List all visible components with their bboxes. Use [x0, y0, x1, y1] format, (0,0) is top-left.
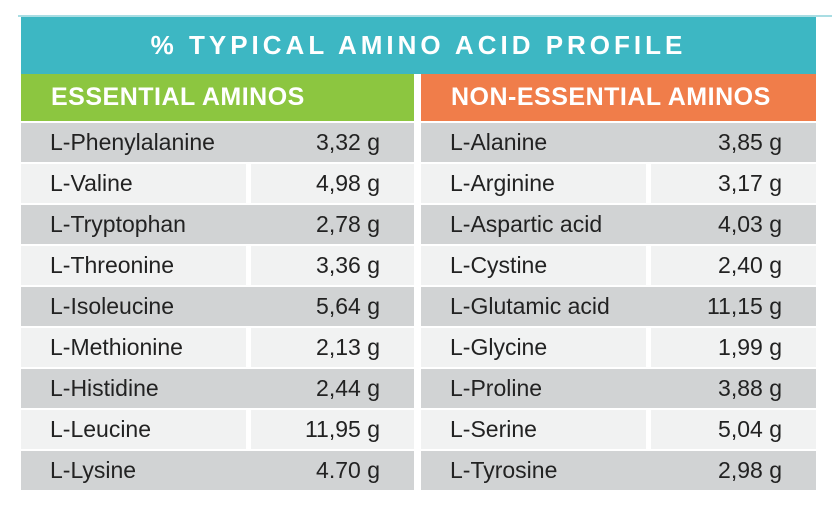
- amino-name: L-Leucine: [50, 416, 152, 442]
- essential-aminos-column: ESSENTIAL AMINOS L-Phenylalanine 3,32 g …: [21, 74, 414, 490]
- table-row: L-Phenylalanine 3,32 g: [21, 123, 414, 162]
- table-row: L-Methionine 2,13 g: [21, 328, 414, 367]
- amino-name: L-Glycine: [450, 334, 548, 360]
- table-row: L-Serine 5,04 g: [421, 410, 816, 449]
- amino-value: 4,03 g: [718, 211, 782, 237]
- amino-name: L-Cystine: [450, 252, 548, 278]
- amino-value: 5,64 g: [316, 293, 380, 319]
- amino-value: 3,88 g: [718, 375, 782, 401]
- table-row: L-Threonine 3,36 g: [21, 246, 414, 285]
- table-row: L-Isoleucine 5,64 g: [21, 287, 414, 326]
- amino-value: 3,17 g: [646, 164, 816, 203]
- amino-name: L-Arginine: [450, 170, 555, 196]
- amino-name: L-Histidine: [50, 375, 159, 401]
- amino-name: L-Threonine: [50, 252, 175, 278]
- amino-value: 3,85 g: [718, 129, 782, 155]
- table-row: L-Tyrosine 2,98 g: [421, 451, 816, 490]
- amino-name: L-Serine: [450, 416, 537, 442]
- table-row: L-Tryptophan 2,78 g: [21, 205, 414, 244]
- table-row: L-Alanine 3,85 g: [421, 123, 816, 162]
- table-row: L-Valine 4,98 g: [21, 164, 414, 203]
- table-title-bar: % TYPICAL AMINO ACID PROFILE: [21, 17, 816, 74]
- table-row: L-Cystine 2,40 g: [421, 246, 816, 285]
- amino-acid-profile-table: % TYPICAL AMINO ACID PROFILE ESSENTIAL A…: [21, 17, 816, 490]
- table-columns: ESSENTIAL AMINOS L-Phenylalanine 3,32 g …: [21, 74, 816, 490]
- essential-aminos-header: ESSENTIAL AMINOS: [21, 74, 414, 121]
- amino-value: 4.70 g: [316, 457, 380, 483]
- amino-name: L-Methionine: [50, 334, 183, 360]
- table-title: % TYPICAL AMINO ACID PROFILE: [150, 30, 687, 60]
- table-row: L-Glutamic acid 11,15 g: [421, 287, 816, 326]
- table-row: L-Lysine 4.70 g: [21, 451, 414, 490]
- amino-value: 2,98 g: [718, 457, 782, 483]
- amino-name: L-Lysine: [50, 457, 137, 483]
- amino-value: 2,13 g: [246, 328, 414, 367]
- amino-name: L-Aspartic acid: [450, 211, 603, 237]
- column-gutter: [414, 74, 421, 490]
- amino-name: L-Proline: [450, 375, 543, 401]
- amino-name: L-Tyrosine: [450, 457, 558, 483]
- amino-name: L-Isoleucine: [50, 293, 175, 319]
- table-row: L-Aspartic acid 4,03 g: [421, 205, 816, 244]
- amino-value: 3,32 g: [316, 129, 380, 155]
- amino-value: 11,95 g: [246, 410, 414, 449]
- table-row: L-Glycine 1,99 g: [421, 328, 816, 367]
- amino-name: L-Alanine: [450, 129, 548, 155]
- nonessential-aminos-column: NON-ESSENTIAL AMINOS L-Alanine 3,85 g L-…: [421, 74, 816, 490]
- amino-value: 2,40 g: [646, 246, 816, 285]
- page-top-hairline: [18, 15, 832, 17]
- amino-name: L-Valine: [50, 170, 133, 196]
- amino-value: 1,99 g: [646, 328, 816, 367]
- table-row: L-Arginine 3,17 g: [421, 164, 816, 203]
- amino-name: L-Glutamic acid: [450, 293, 610, 319]
- amino-value: 2,44 g: [316, 375, 380, 401]
- nonessential-aminos-header: NON-ESSENTIAL AMINOS: [421, 74, 816, 121]
- amino-value: 11,15 g: [706, 293, 782, 319]
- amino-name: L-Tryptophan: [50, 211, 186, 237]
- amino-value: 5,04 g: [646, 410, 816, 449]
- amino-name: L-Phenylalanine: [50, 129, 215, 155]
- table-row: L-Proline 3,88 g: [421, 369, 816, 408]
- amino-value: 2,78 g: [316, 211, 380, 237]
- amino-value: 4,98 g: [246, 164, 414, 203]
- amino-value: 3,36 g: [246, 246, 414, 285]
- table-row: L-Histidine 2,44 g: [21, 369, 414, 408]
- table-row: L-Leucine 11,95 g: [21, 410, 414, 449]
